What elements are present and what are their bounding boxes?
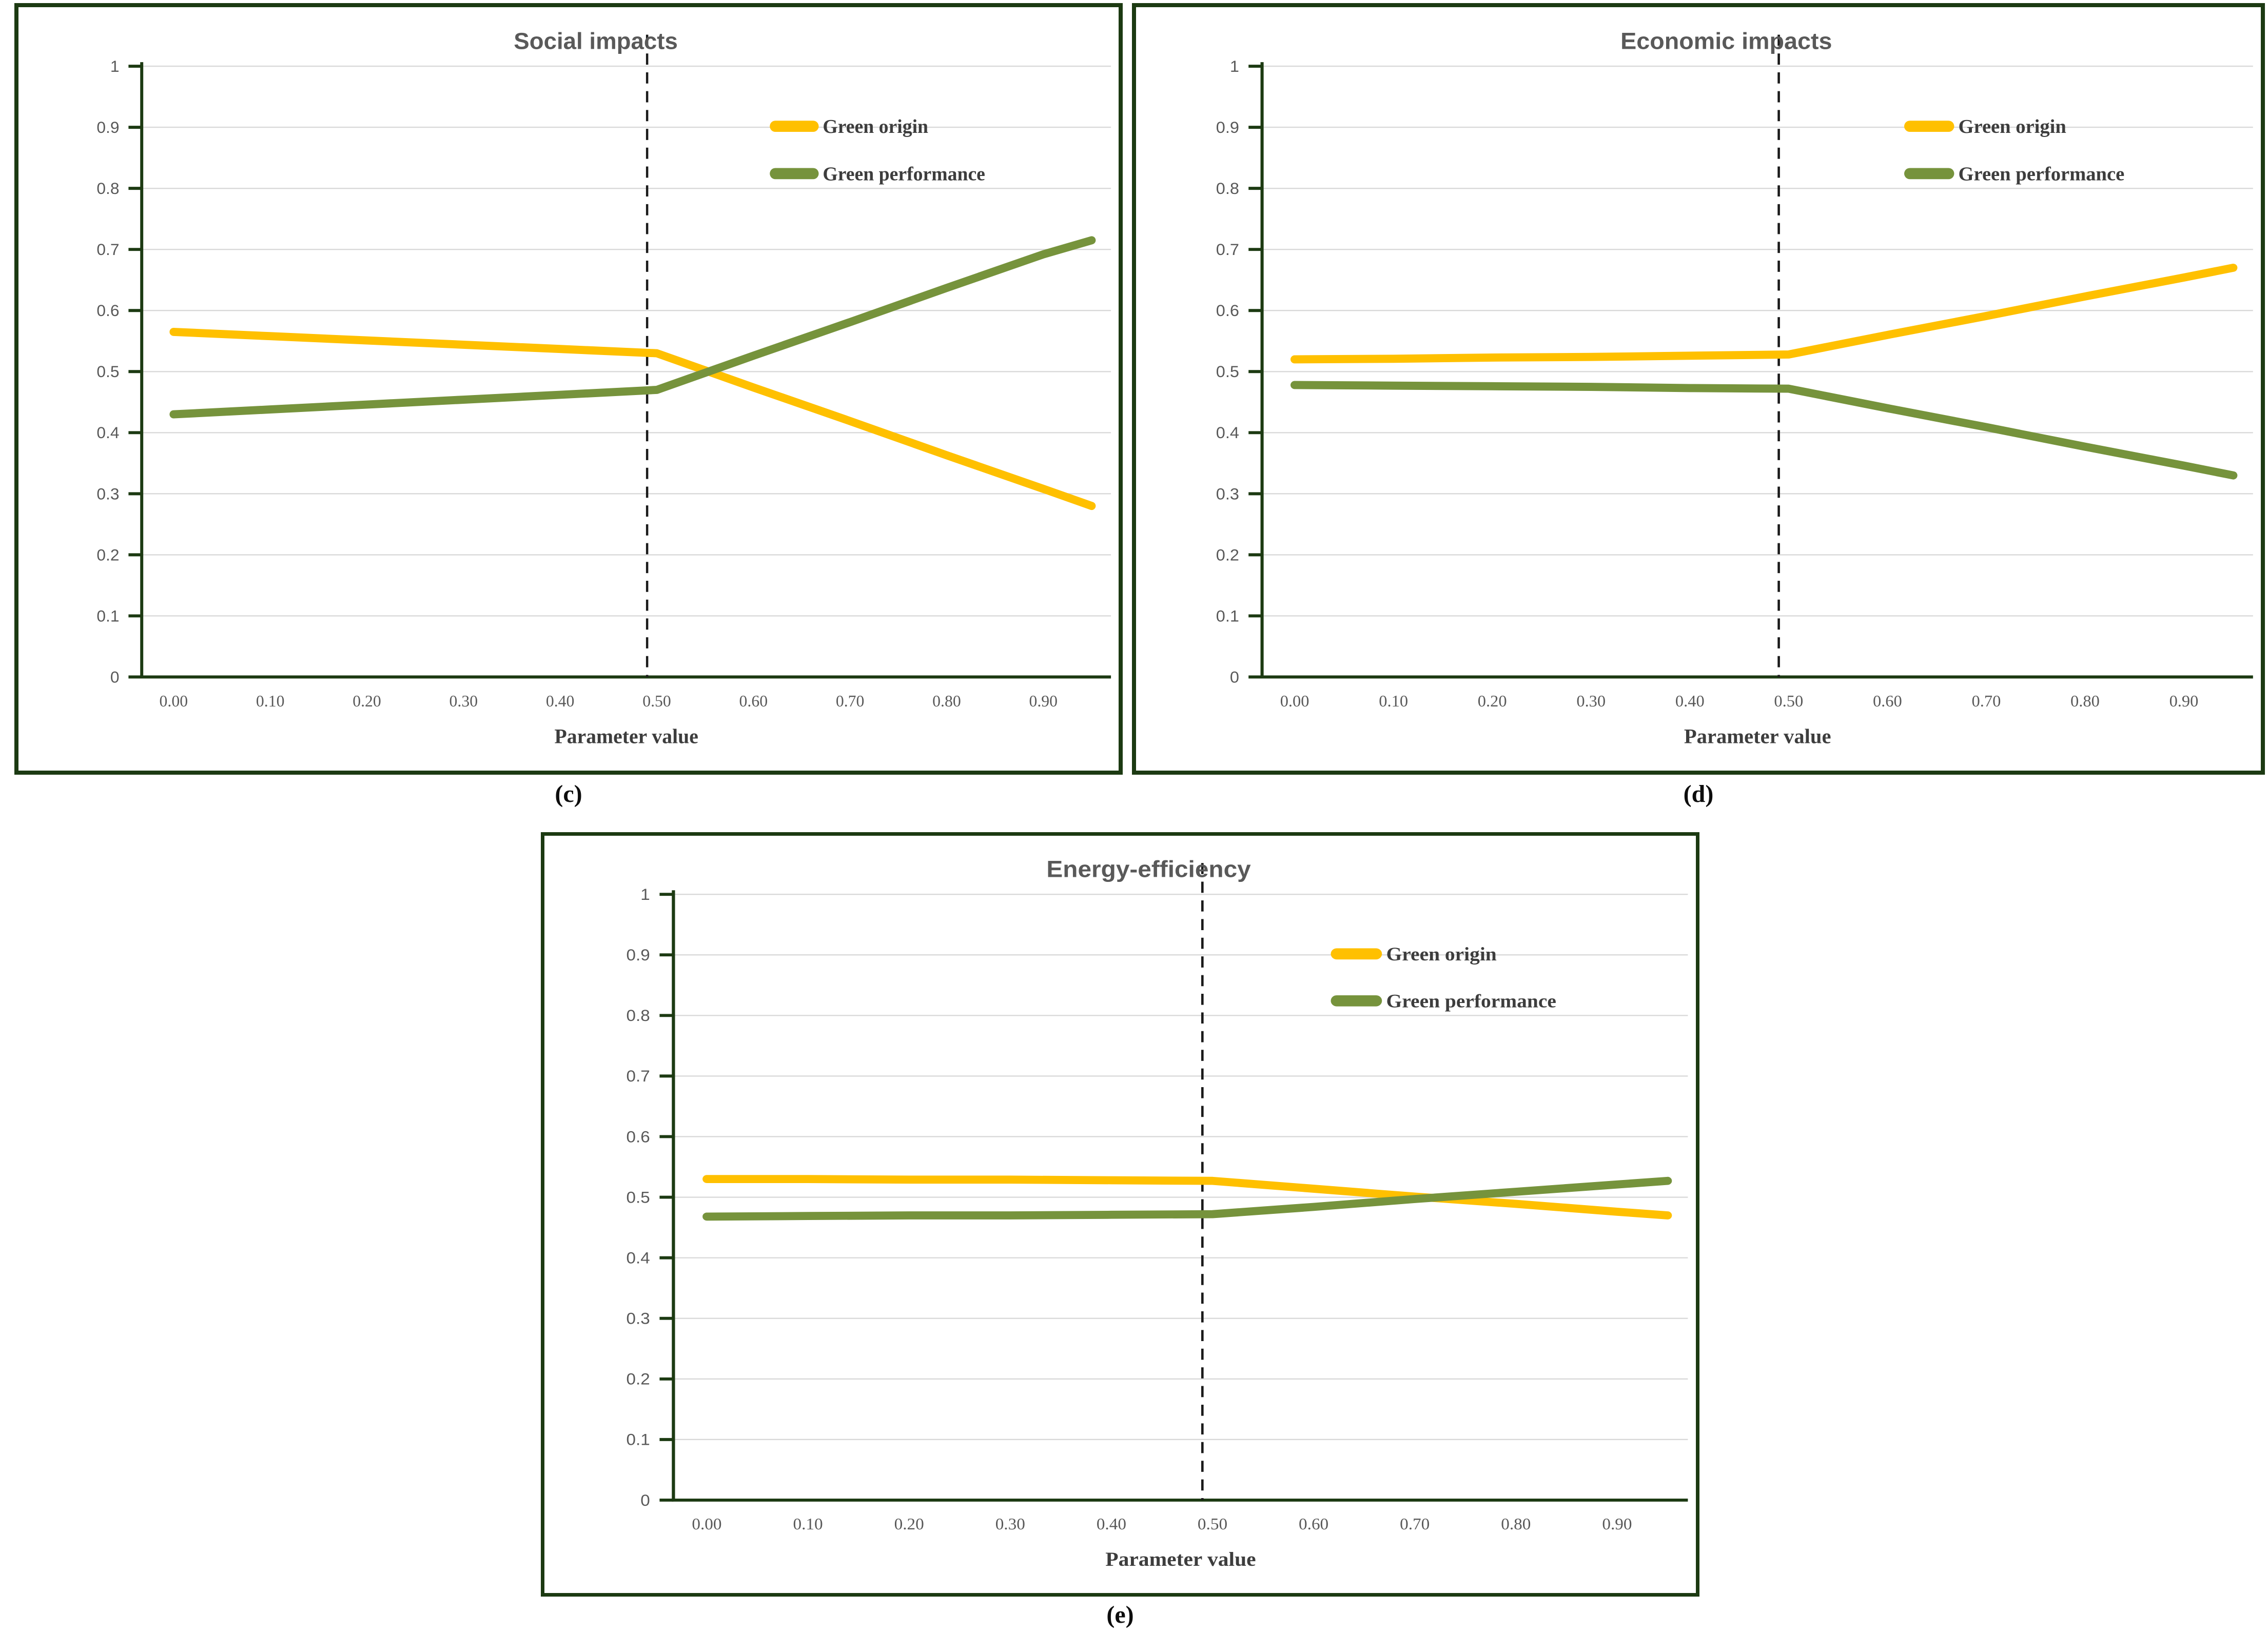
y-tick-label: 0.3 [627,1309,650,1327]
x-tick-label: 0.90 [2169,692,2199,710]
y-tick-label: 0.4 [627,1249,650,1267]
x-tick-label: 0.80 [1501,1516,1531,1533]
economic-impacts-chart: 0 0.1 0.2 0.3 0.4 0.5 0.6 0.7 0.8 0.9 1 0.00 0.10 0.2… [1216,28,2253,748]
y-tick-label: 0 [1230,668,1239,686]
panel-social-impacts: 0 0.1 0.2 0.3 0.4 0.5 0.6 0.7 0.8 0.9 1 0.00 0.10 0.2… [14,3,1123,775]
y-tick-label: 0.1 [96,606,119,625]
y-tick-label: 0.5 [627,1188,650,1206]
y-tick-label: 0 [640,1491,650,1509]
y-tick-label: 0.4 [96,423,119,442]
y-tick-label: 1 [110,57,120,75]
y-tick-label: 0.5 [96,362,119,381]
energy-efficiency-chart: 0 0.1 0.2 0.3 0.4 0.5 0.6 0.7 0.8 0.9 1 0.00 0.10 0.2… [627,856,1688,1570]
y-tick-label: 1 [640,886,650,903]
legend-label-green-origin: Green origin [1959,116,2066,137]
legend-label-green-origin: Green origin [823,116,928,137]
legend-swatch-green-performance [1331,995,1382,1007]
caption-c: (c) [555,780,582,808]
x-axis-title: Parameter value [1684,725,1831,748]
y-tick-label: 0.3 [1216,485,1239,503]
y-tick-label: 0.7 [96,240,119,259]
y-tick-label: 1 [1230,57,1239,75]
x-tick-label: 0.20 [353,692,381,710]
y-tick-label: 0.8 [96,179,119,198]
legend-label-green-performance: Green performance [1959,164,2125,185]
y-tick-label: 0.5 [1216,363,1239,381]
green-origin-line [169,327,1096,510]
legend-swatch-green-performance [1904,168,1954,180]
x-tick-label: 0.70 [836,692,865,710]
caption-d: (d) [1683,780,1714,808]
x-tick-label: 0.80 [2070,692,2100,710]
x-tick-label: 0.60 [1873,692,1902,710]
legend-swatch-green-performance [770,168,819,180]
x-tick-label: 0.40 [546,692,575,710]
x-tick-label: 0.70 [1971,692,2001,710]
y-tick-label: 0.6 [627,1128,650,1146]
green-origin-line [702,1175,1672,1220]
x-tick-label: 0.10 [793,1516,823,1533]
y-tick-label: 0.9 [96,118,119,136]
y-tick-label: 0.2 [96,545,119,564]
y-tick-label: 0.1 [627,1430,650,1448]
legend-label-green-performance: Green performance [823,163,985,185]
chart-title: Energy-efficiency [1046,856,1250,882]
x-tick-label: 0.00 [692,1516,721,1533]
legend-label-green-origin: Green origin [1386,944,1497,965]
legend-swatch-green-origin [1331,948,1382,960]
chart-title: Economic impacts [1620,28,1832,54]
x-tick-label: 0.50 [642,692,671,710]
green-performance-line [702,1176,1672,1221]
x-tick-label: 0.60 [1299,1516,1328,1533]
y-tick-label: 0.8 [1216,179,1239,198]
x-tick-label: 0.30 [449,692,478,710]
x-tick-label: 0.90 [1029,692,1058,710]
legend-swatch-green-origin [1904,121,1954,132]
x-tick-label: 0.40 [1675,692,1705,710]
x-axis-title: Parameter value [554,725,698,748]
x-tick-label: 0.80 [932,692,961,710]
chart-title: Social impacts [514,28,678,54]
y-tick-label: 0.2 [1216,546,1239,564]
y-tick-label: 0.2 [627,1370,650,1388]
y-tick-label: 0 [110,667,120,686]
green-performance-line [1291,381,2238,480]
y-tick-label: 0.4 [1216,424,1239,442]
green-origin-line [1291,263,2238,364]
x-tick-label: 0.10 [1379,692,1408,710]
x-tick-label: 0.10 [256,692,285,710]
x-tick-label: 0.20 [1478,692,1507,710]
x-tick-label: 0.30 [1576,692,1606,710]
y-tick-label: 0.9 [1216,118,1239,136]
panel-economic-impacts: 0 0.1 0.2 0.3 0.4 0.5 0.6 0.7 0.8 0.9 1 0.00 0.10 0.2… [1132,3,2265,775]
x-tick-label: 0.50 [1774,692,1803,710]
x-tick-label: 0.50 [1198,1516,1227,1533]
y-tick-label: 0.1 [1216,607,1239,625]
y-tick-label: 0.7 [1216,240,1239,259]
y-tick-label: 0.8 [627,1007,650,1025]
y-tick-label: 0.6 [96,301,119,320]
x-tick-label: 0.90 [1602,1516,1632,1533]
y-tick-label: 0.6 [1216,301,1239,320]
y-tick-label: 0.9 [627,946,650,964]
legend-label-green-performance: Green performance [1386,991,1556,1012]
x-tick-label: 0.20 [894,1516,924,1533]
caption-e: (e) [1106,1601,1134,1628]
y-tick-label: 0.7 [627,1067,650,1085]
x-tick-label: 0.70 [1400,1516,1430,1533]
x-tick-label: 0.60 [739,692,768,710]
green-performance-line [169,236,1096,419]
x-tick-label: 0.00 [160,692,188,710]
panel-energy-efficiency: 0 0.1 0.2 0.3 0.4 0.5 0.6 0.7 0.8 0.9 1 0.00 0.10 0.2… [541,832,1699,1597]
x-tick-label: 0.00 [1280,692,1309,710]
legend-swatch-green-origin [770,121,819,132]
x-tick-label: 0.30 [995,1516,1025,1533]
y-tick-label: 0.3 [96,484,119,503]
x-tick-label: 0.40 [1097,1516,1126,1533]
social-impacts-chart: 0 0.1 0.2 0.3 0.4 0.5 0.6 0.7 0.8 0.9 1 0.00 0.10 0.2… [96,28,1111,748]
x-axis-title: Parameter value [1105,1548,1256,1570]
